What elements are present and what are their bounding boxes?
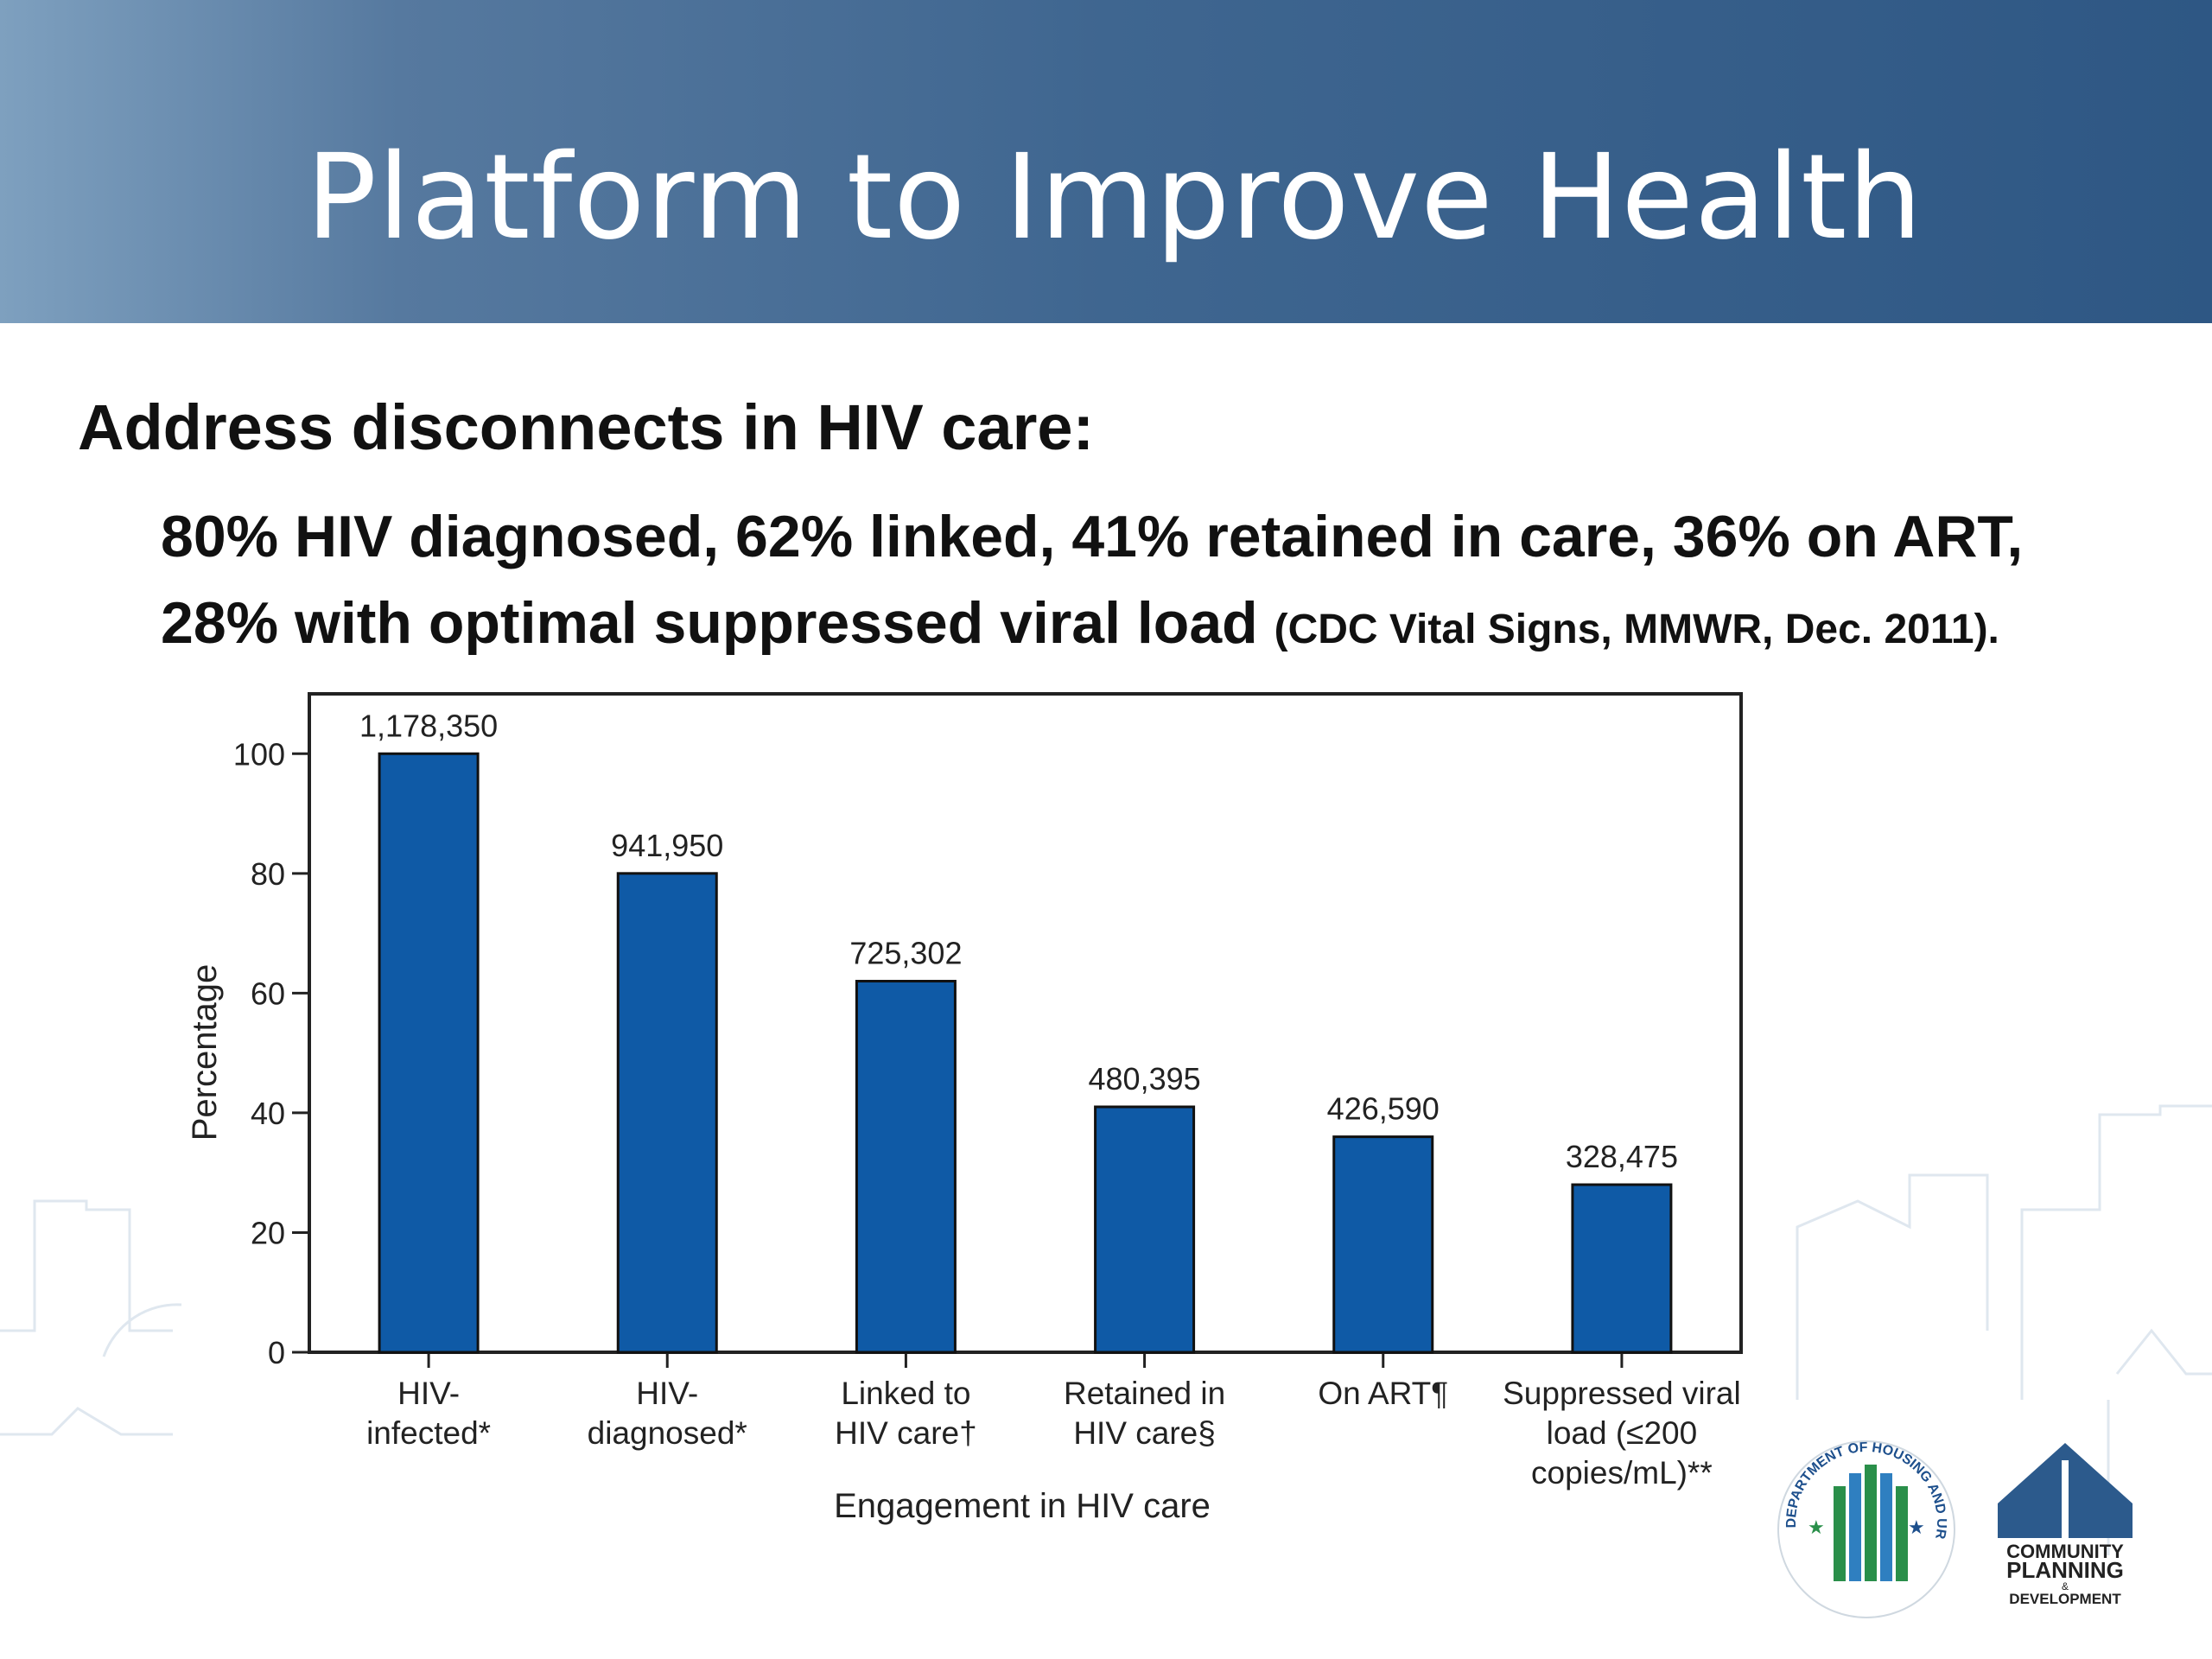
bar-data-label: 328,475 (1566, 1139, 1678, 1174)
bar (1094, 1105, 1196, 1354)
category-label: On ART¶ (1318, 1376, 1448, 1411)
slide-title: Platform to Improve Health (306, 130, 1923, 266)
category-labels: HIV-infected* HIV-diagnosed* Linked to HIV … (366, 1376, 1741, 1491)
bar-data-label: 426,590 (1327, 1091, 1440, 1127)
bar-data-label: 480,395 (1089, 1061, 1201, 1096)
category-label: Suppressed viral (1503, 1376, 1741, 1411)
data-labels: 1,178,350 941,950 725,302 480,395 426,590 328… (359, 708, 1678, 1174)
x-axis (427, 1352, 1624, 1368)
y-tick-label: 60 (251, 976, 285, 1011)
category-label: HIV- (636, 1376, 698, 1411)
category-label: load (≤200 (1547, 1415, 1698, 1451)
hud-seal: DEPARTMENT OF HOUSING AND URBAN DEVELOPM… (1763, 1426, 1955, 1618)
stat-line-1: 80% HIV diagnosed, 62% linked, 41% retai… (161, 504, 2024, 569)
category-label: HIV care§ (1073, 1415, 1216, 1451)
cpd-logo: COMMUNITY PLANNING & DEVELOPMENT (1998, 1443, 2133, 1607)
y-tick-label: 40 (251, 1096, 285, 1131)
cpd-logo-line: DEVELOPMENT (2009, 1591, 2121, 1607)
bar-data-label: 725,302 (849, 936, 962, 971)
category-label: Retained in (1064, 1376, 1225, 1411)
category-label: copies/mL)** (1531, 1455, 1713, 1491)
bar (616, 872, 718, 1354)
y-tick-label: 0 (268, 1335, 285, 1370)
svg-text:★: ★ (1908, 1516, 1925, 1538)
citation: (CDC Vital Signs, MMWR, Dec. 2011). (1274, 607, 1999, 652)
category-label: Linked to (841, 1376, 970, 1411)
slide-heading: Address disconnects in HIV care: (78, 391, 1095, 463)
cpd-logo-line: COMMUNITY (2006, 1541, 2124, 1562)
stat-line-2-text: 28% with optimal suppressed viral load (161, 590, 1258, 656)
svg-text:★: ★ (1808, 1516, 1825, 1538)
bar (855, 980, 957, 1354)
cpd-logo-line: & (2062, 1580, 2069, 1592)
stat-line-2: 28% with optimal suppressed viral load (… (161, 589, 1999, 657)
y-tick-label: 20 (251, 1215, 285, 1250)
bars (378, 752, 1673, 1354)
category-label: HIV care† (835, 1415, 977, 1451)
bar (378, 752, 480, 1354)
category-label: HIV- (397, 1376, 460, 1411)
logos: DEPARTMENT OF HOUSING AND URBAN DEVELOPM… (1763, 1426, 2133, 1618)
category-label: diagnosed* (588, 1415, 747, 1451)
y-tick-label: 100 (233, 736, 285, 772)
cpd-logo-line: PLANNING (2006, 1557, 2124, 1583)
bar (1571, 1183, 1673, 1354)
category-label: infected* (366, 1415, 491, 1451)
y-axis: 0 20 40 60 80 100 (233, 736, 309, 1370)
bar-data-label: 1,178,350 (359, 708, 498, 743)
title-banner (0, 0, 2212, 323)
bar (1332, 1135, 1434, 1354)
bar-data-label: 941,950 (611, 828, 723, 863)
y-axis-label: Percentage (186, 964, 224, 1141)
plot-frame (308, 692, 1743, 1354)
y-tick-label: 80 (251, 856, 285, 892)
x-axis-label: Engagement in HIV care (834, 1487, 1211, 1525)
